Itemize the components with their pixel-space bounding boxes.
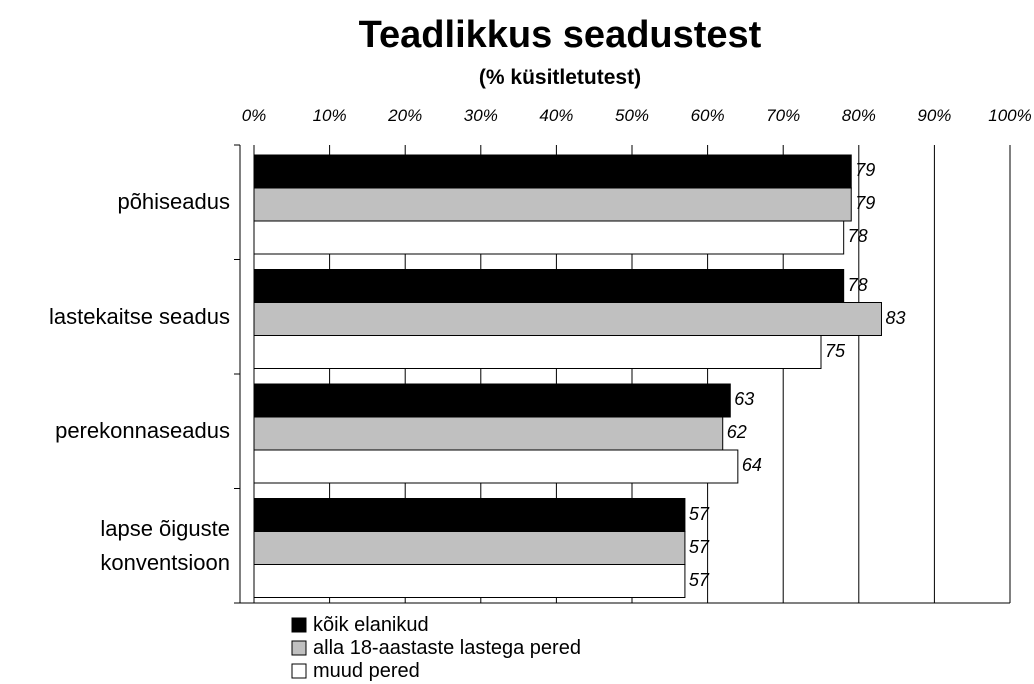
bar	[253, 531, 686, 565]
data-label: 62	[726, 422, 747, 442]
bar	[253, 302, 882, 336]
bar	[253, 187, 852, 222]
legend-label: kõik elanikud	[313, 614, 429, 636]
chart-title: Teadlikkus seadustest	[358, 14, 762, 56]
x-tick-label: 70%	[766, 106, 801, 125]
chart-subtitle: (% küsitletutest)	[478, 66, 642, 89]
y-tick-label: põhiseadus	[117, 189, 230, 215]
data-label: 57	[688, 569, 709, 590]
bar	[253, 220, 845, 255]
data-label: 57	[688, 503, 709, 524]
bar	[253, 383, 731, 418]
x-tick-label: 100%	[988, 106, 1032, 125]
legend-label: muud pered	[313, 660, 420, 682]
data-label: 63	[734, 389, 755, 409]
data-label: 78	[847, 274, 868, 295]
legend-swatch	[291, 617, 307, 633]
data-label: 78	[847, 226, 868, 246]
y-tick-label: lastekaitse seadus	[49, 303, 230, 329]
x-tick-label: 60%	[690, 106, 725, 125]
x-tick-label: 10%	[312, 106, 347, 125]
bar	[253, 335, 822, 369]
data-label: 79	[855, 160, 876, 180]
x-tick-label: 40%	[539, 106, 574, 125]
bar	[253, 269, 845, 303]
y-tick-label: lapse õiguste konventsioon	[100, 515, 230, 575]
data-label: 79	[855, 193, 876, 213]
bar	[253, 449, 739, 484]
legend-label: alla 18-aastaste lastega pered	[313, 637, 581, 659]
legend-swatch	[291, 663, 307, 679]
x-tick-label: 30%	[463, 106, 498, 125]
bar	[253, 416, 724, 451]
data-label: 75	[825, 340, 846, 361]
data-label: 64	[741, 455, 762, 475]
data-label: 57	[688, 536, 709, 557]
data-label: 83	[885, 307, 906, 328]
bar	[253, 154, 852, 189]
legend-swatch	[291, 640, 307, 656]
x-tick-label: 20%	[388, 106, 423, 125]
x-tick-label: 80%	[841, 106, 876, 125]
y-tick-label: perekonnaseadus	[55, 418, 230, 444]
bar	[253, 564, 686, 598]
bar	[253, 498, 686, 532]
x-tick-label: 90%	[917, 106, 952, 125]
x-tick-label: 0%	[241, 106, 267, 125]
x-tick-label: 50%	[614, 106, 650, 125]
